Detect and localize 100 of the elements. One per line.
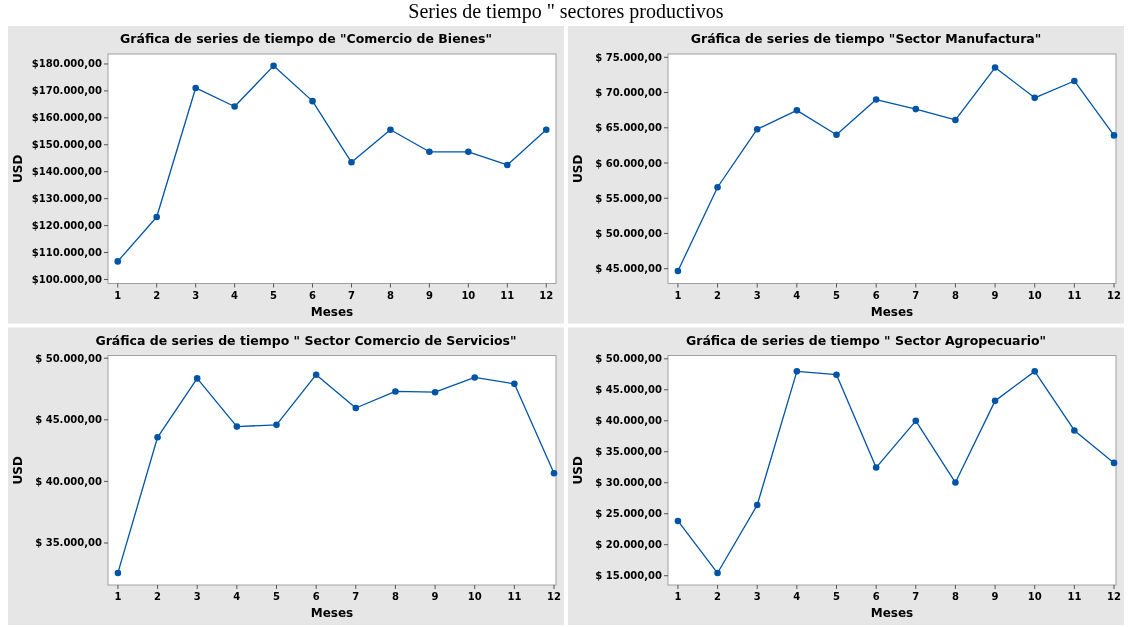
x-tick-label: 11 <box>1067 289 1082 301</box>
x-tick-label: 9 <box>991 591 999 602</box>
point <box>233 423 241 430</box>
point <box>872 96 880 103</box>
x-axis-title: Meses <box>870 606 914 620</box>
chart-title: Gráfica de series de tiempo de "Comercio de Bienes" <box>120 31 492 46</box>
point <box>504 161 511 169</box>
y-axis-title: USD <box>571 154 585 183</box>
x-tick-label: 8 <box>951 591 959 602</box>
point <box>1071 77 1078 85</box>
point <box>952 479 959 486</box>
point <box>1071 427 1078 434</box>
x-tick-label: 4 <box>793 289 801 301</box>
y-tick-label: $ 45.000,00 <box>595 384 663 396</box>
x-tick-label: 5 <box>833 289 841 301</box>
y-axis-title: USD <box>11 456 25 485</box>
x-tick-label: 7 <box>347 289 355 301</box>
chart-title: Gráfica de series de tiempo " Sector Agropecuario" <box>685 332 1047 348</box>
point <box>114 258 122 265</box>
point <box>674 517 682 525</box>
point <box>991 397 999 405</box>
x-axis-title: Meses <box>310 606 354 620</box>
chart-title: Gráfica de series de tiempo " Sector Comercio de Servicios" <box>95 332 517 348</box>
y-tick-label: $ 75.000,00 <box>595 51 663 63</box>
chart-title: Gráfica de series de tiempo "Sector Manufactura" <box>690 31 1042 46</box>
y-tick-label: $ 20.000,00 <box>595 539 663 551</box>
point <box>912 417 920 425</box>
x-tick-label: 5 <box>273 591 281 602</box>
point <box>912 105 920 113</box>
x-tick-label: 9 <box>991 289 999 301</box>
point <box>793 107 801 114</box>
y-tick-label: $110.000,00 <box>31 247 103 259</box>
y-tick-label: $160.000,00 <box>31 112 103 124</box>
x-tick-label: 9 <box>425 289 433 301</box>
y-tick-label: $ 70.000,00 <box>595 87 663 99</box>
x-tick-label: 10 <box>1027 591 1042 602</box>
y-tick-label: $ 30.000,00 <box>595 477 663 489</box>
x-tick-label: 1 <box>674 289 682 301</box>
y-tick-label: $ 60.000,00 <box>595 157 663 169</box>
point <box>952 116 959 124</box>
text: Series de tiempo " sectores productivos <box>408 0 724 23</box>
x-tick-label: 12 <box>1107 289 1122 301</box>
y-tick-label: $ 15.000,00 <box>595 570 663 582</box>
x-tick-label: 7 <box>912 289 920 301</box>
y-tick-label: $100.000,00 <box>31 273 103 285</box>
point <box>753 125 761 133</box>
point <box>872 464 880 471</box>
y-tick-label: $150.000,00 <box>31 139 103 151</box>
point <box>991 64 999 71</box>
x-tick-label: 8 <box>391 591 399 602</box>
x-tick-label: 10 <box>461 289 476 301</box>
point <box>309 97 316 105</box>
y-tick-label: $ 45.000,00 <box>35 414 103 426</box>
y-axis-title: USD <box>571 456 585 485</box>
x-tick-label: 11 <box>1067 591 1082 602</box>
point <box>273 421 280 429</box>
y-tick-label: $ 35.000,00 <box>595 446 663 458</box>
y-tick-label: $ 25.000,00 <box>595 508 663 520</box>
point <box>1110 459 1118 467</box>
x-tick-label: 3 <box>192 289 200 301</box>
point <box>714 183 721 191</box>
y-tick-label: $130.000,00 <box>31 193 103 205</box>
x-tick-label: 12 <box>1107 591 1122 602</box>
y-tick-label: $ 45.000,00 <box>595 263 663 275</box>
y-tick-label: $ 35.000,00 <box>35 537 103 549</box>
x-tick-label: 12 <box>539 289 554 301</box>
x-tick-label: 5 <box>833 591 841 602</box>
x-tick-label: 9 <box>431 591 439 602</box>
x-tick-label: 10 <box>1027 289 1042 301</box>
y-axis-title: USD <box>11 154 25 183</box>
y-tick-label: $170.000,00 <box>31 85 103 97</box>
y-tick-label: $120.000,00 <box>31 220 103 232</box>
y-tick-label: $ 55.000,00 <box>595 192 663 204</box>
point <box>387 126 394 133</box>
point <box>471 374 479 381</box>
x-tick-label: 2 <box>154 591 162 602</box>
point <box>833 371 840 379</box>
point <box>465 148 472 156</box>
point <box>550 469 558 477</box>
point <box>1031 368 1039 375</box>
x-tick-label: 12 <box>547 591 562 602</box>
y-tick-label: $140.000,00 <box>31 166 103 178</box>
y-tick-label: $ 65.000,00 <box>595 122 663 134</box>
y-tick-label: $180.000,00 <box>31 58 103 70</box>
point <box>348 158 355 166</box>
x-tick-label: 3 <box>193 591 201 602</box>
point <box>270 62 277 70</box>
point <box>153 213 160 221</box>
x-tick-label: 4 <box>231 289 239 301</box>
x-tick-label: 4 <box>233 591 241 602</box>
x-tick-label: 10 <box>467 591 482 602</box>
x-tick-label: 11 <box>500 289 515 301</box>
point <box>753 501 761 509</box>
point <box>1110 132 1118 139</box>
point <box>1031 94 1039 102</box>
y-tick-label: $ 40.000,00 <box>35 475 103 487</box>
y-tick-label: $ 40.000,00 <box>595 415 663 427</box>
x-tick-label: 2 <box>714 591 722 602</box>
x-tick-label: 3 <box>753 289 761 301</box>
x-tick-label: 11 <box>507 591 522 602</box>
